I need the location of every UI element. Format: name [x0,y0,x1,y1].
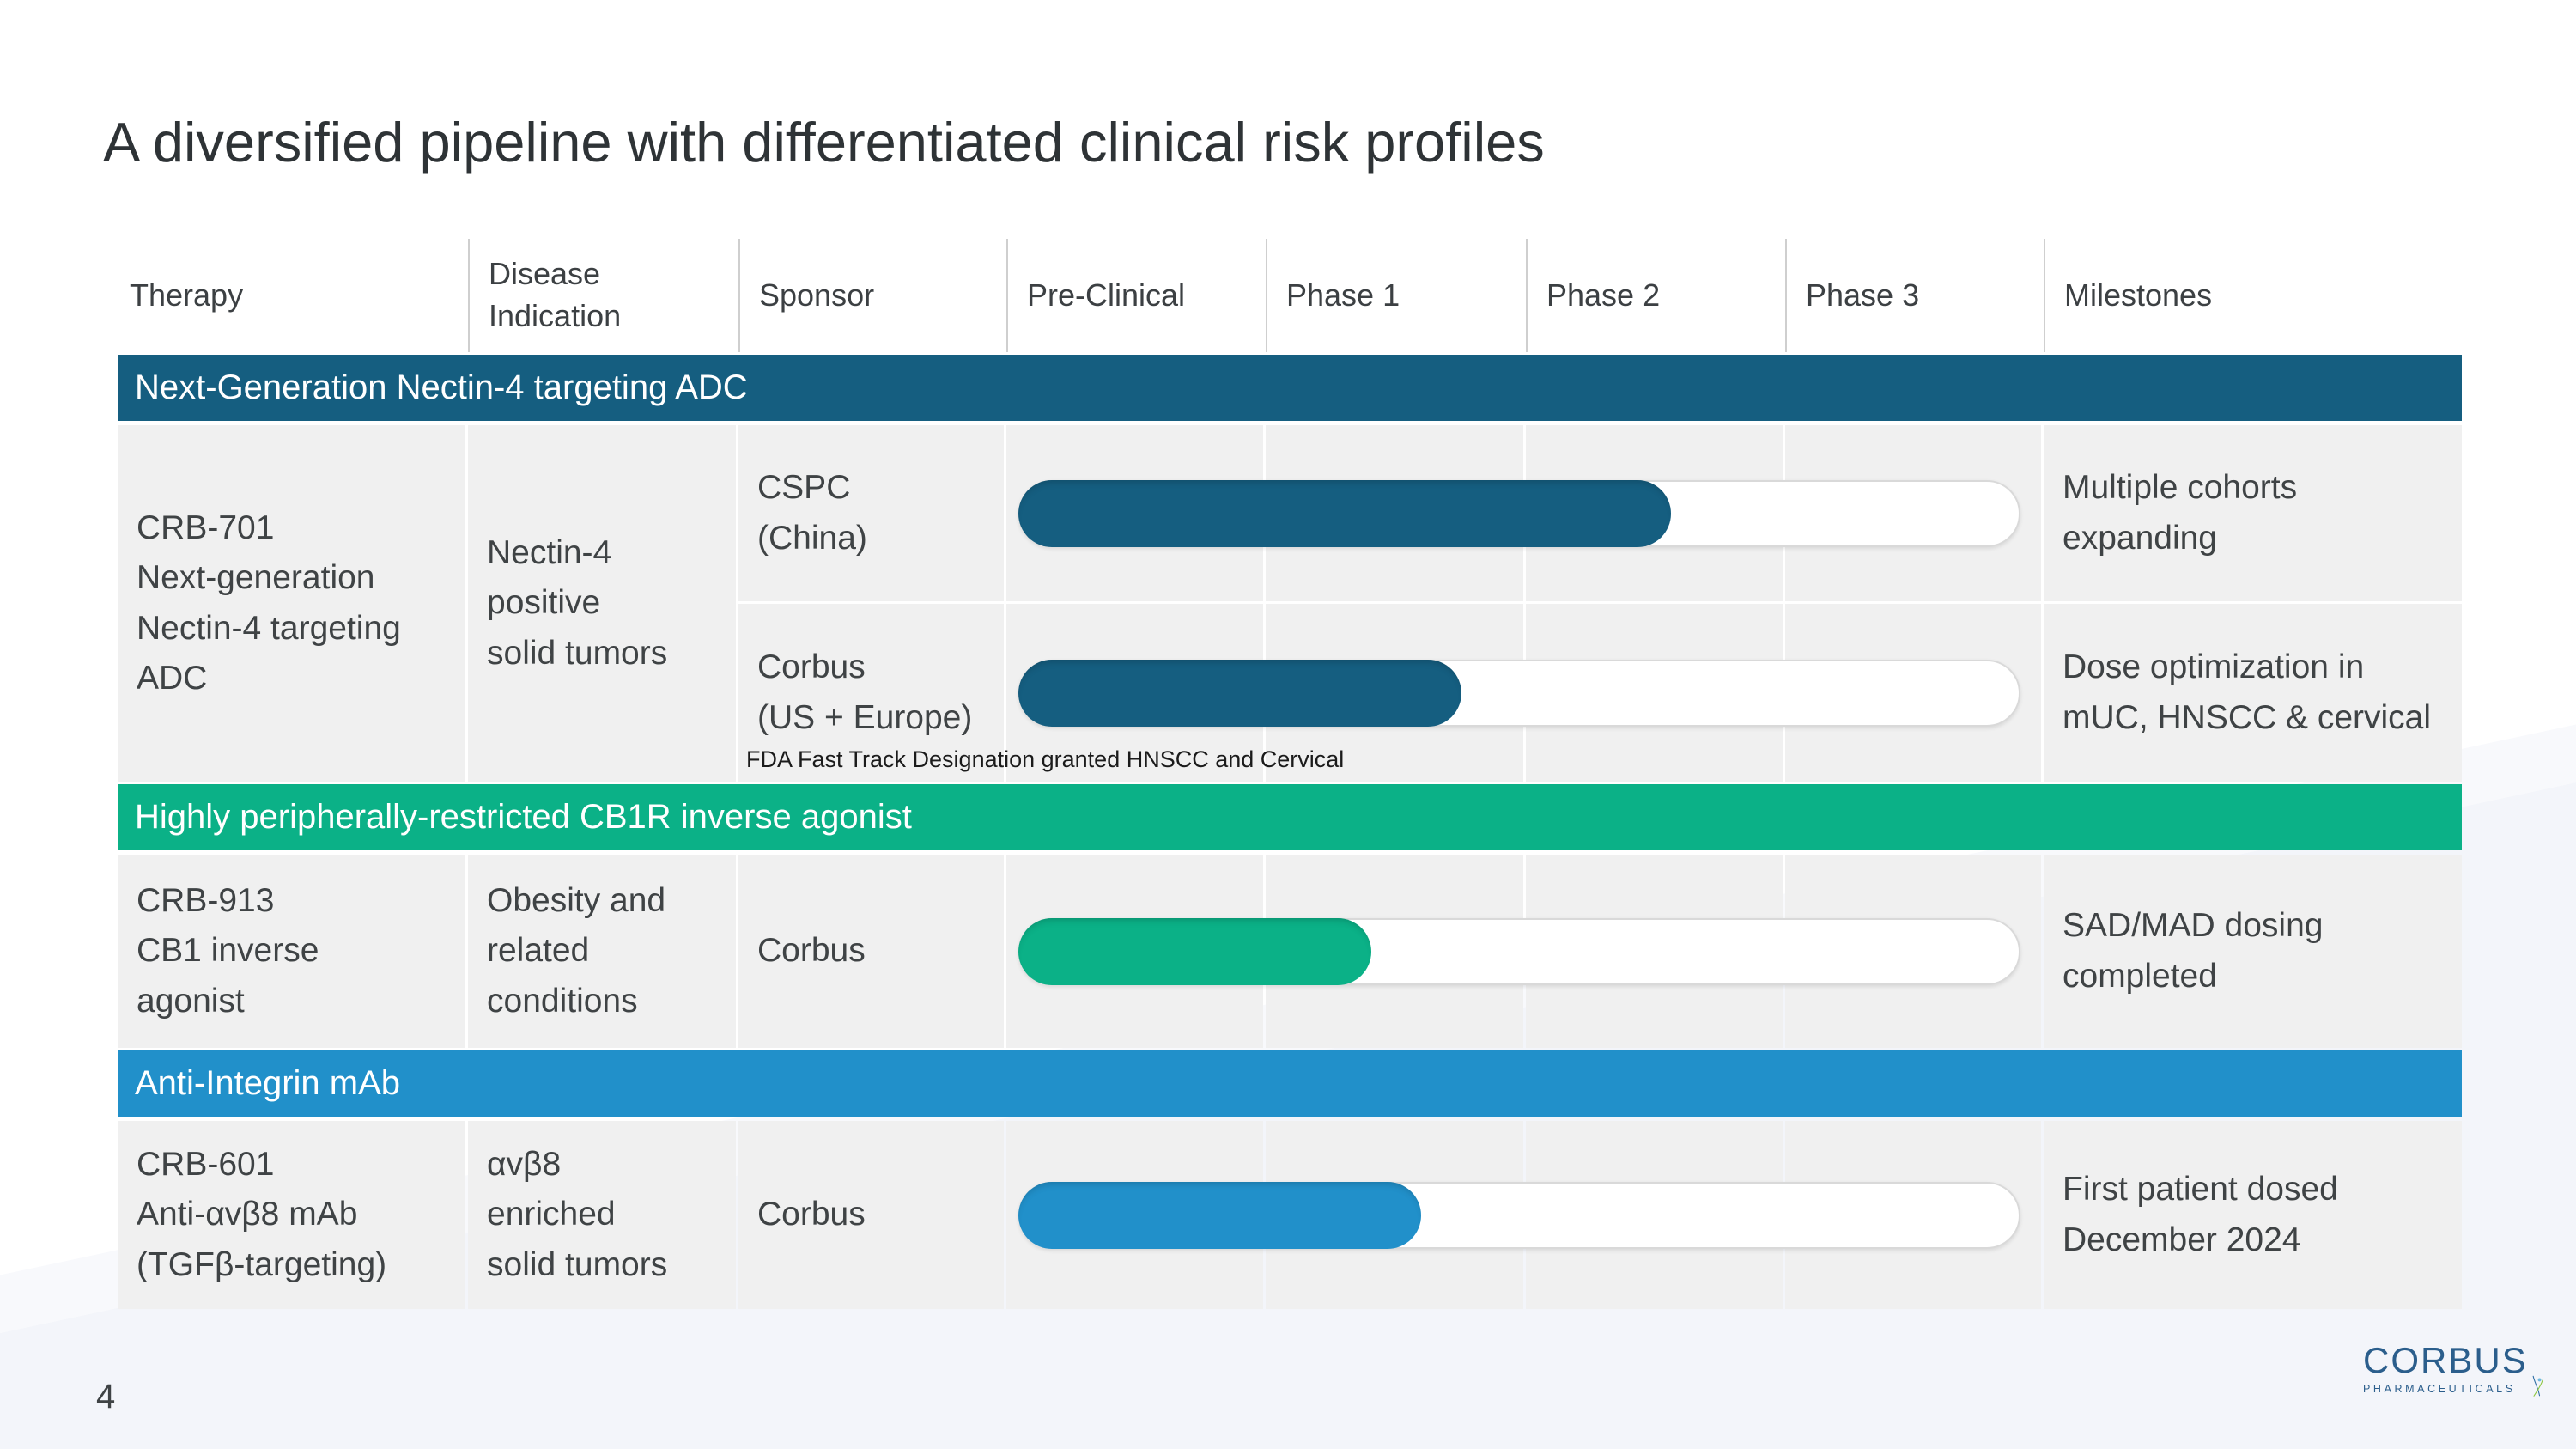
logo-figure-icon [2532,1375,2543,1397]
phase-zone [1006,855,2041,1048]
progress-track [1018,1181,2020,1249]
col-header-sponsor: Sponsor [738,239,1006,352]
col-header-phase2: Phase 2 [1526,239,1785,352]
milestone-cell: Dose optimization in mUC, HNSCC & cervic… [2044,604,2462,782]
milestone-cell: First patient dosed December 2024 [2044,1121,2462,1309]
therapy-cell: CRB-701 Next-generation Nectin-4 targeti… [118,425,465,782]
logo-text: CORBUS PHARMACEUTICALS [2363,1340,2528,1396]
sponsor-cell: Corbus [738,855,1004,1048]
section-header-anti-integrin: Anti-Integrin mAb [118,1050,2462,1117]
progress-fill-cspc [1018,479,1671,547]
progress-fill-crb601 [1018,1181,1422,1249]
disease-cell: Nectin-4 positive solid tumors [468,425,736,782]
col-header-phase1: Phase 1 [1266,239,1526,352]
col-header-milestones: Milestones [2044,239,2462,352]
slide-title: A diversified pipeline with differentiat… [103,111,1545,174]
phase-zone [1006,604,2041,782]
col-header-phase3: Phase 3 [1785,239,2044,352]
therapy-cell: CRB-601 Anti-αvβ8 mAb (TGFβ-targeting) [118,1121,465,1309]
sponsor-cell: Corbus (US + Europe) [738,604,1004,782]
pipeline-table: Therapy Disease Indication Sponsor Pre-C… [118,239,2462,1309]
section-header-nectin4-adc: Next-Generation Nectin-4 targeting ADC [118,355,2462,421]
sponsor-cell: CSPC (China) [738,425,1004,601]
progress-track [1018,659,2020,727]
phase-zone [1006,1121,2041,1309]
section-rows-anti-integrin: CRB-601 Anti-αvβ8 mAb (TGFβ-targeting) α… [118,1121,2462,1309]
therapy-cell: CRB-913 CB1 inverse agonist [118,855,465,1048]
table-header-row: Therapy Disease Indication Sponsor Pre-C… [118,239,2462,352]
col-header-preclinical: Pre-Clinical [1006,239,1266,352]
disease-cell: Obesity and related conditions [468,855,736,1048]
milestone-cell: SAD/MAD dosing completed [2044,855,2462,1048]
phase-zone [1006,425,2041,601]
disease-cell: αvβ8 enriched solid tumors [468,1121,736,1309]
fda-fast-track-footnote: FDA Fast Track Designation granted HNSCC… [746,746,1345,772]
progress-track [1018,917,2020,985]
col-header-disease: Disease Indication [468,239,738,352]
section-header-cb1r: Highly peripherally-restricted CB1R inve… [118,784,2462,850]
logo-subtitle: PHARMACEUTICALS [2363,1383,2516,1396]
company-logo: CORBUS PHARMACEUTICALS [2363,1340,2543,1434]
section-rows-cb1r: CRB-913 CB1 inverse agonist Obesity and … [118,855,2462,1048]
col-header-therapy: Therapy [130,277,244,313]
sponsor-cell: Corbus [738,1121,1004,1309]
logo-wordmark: CORBUS [2363,1340,2528,1380]
section-rows-nectin4-adc: CRB-701 Next-generation Nectin-4 targeti… [118,425,2462,782]
progress-fill-corbus-us-europe [1018,659,1461,727]
progress-fill-crb913 [1018,917,1372,985]
progress-track [1018,479,2020,547]
page-number: 4 [96,1378,116,1416]
milestone-cell: Multiple cohorts expanding [2044,425,2462,601]
